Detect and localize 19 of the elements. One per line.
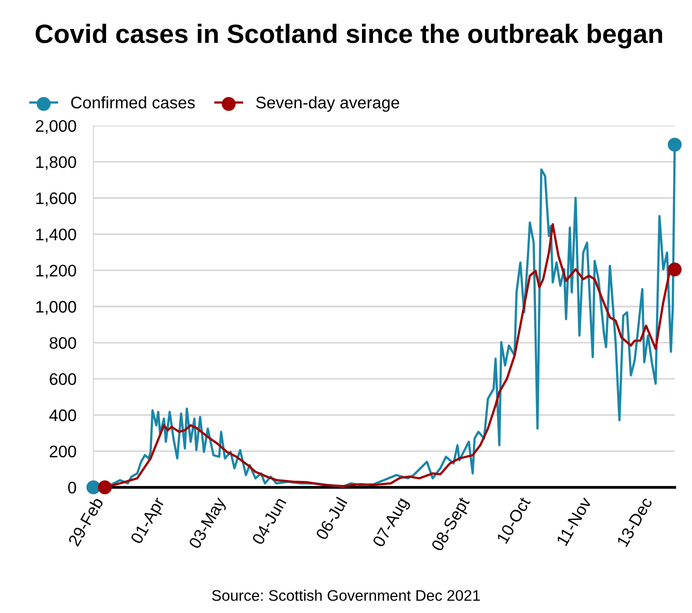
chart-title: Covid cases in Scotland since the outbreak began	[36, 24, 662, 48]
y-tick-label: 1,000	[36, 300, 76, 315]
legend-label: Confirmed cases	[71, 96, 195, 108]
y-tick-label: 1,800	[36, 156, 76, 170]
y-tick-label: 400	[49, 409, 76, 422]
y-tick-label: 1,200	[36, 264, 76, 279]
point	[668, 262, 682, 276]
y-tick-label: 1,400	[36, 228, 76, 242]
y-tick-label: 600	[50, 373, 76, 386]
point	[86, 480, 100, 494]
legend-label: Seven-day average	[256, 96, 400, 112]
y-tick-label: 0	[68, 482, 76, 494]
y-tick-label: 200	[50, 446, 76, 458]
y-tick-label: 2,000	[36, 120, 76, 134]
point	[98, 480, 112, 494]
y-tick-label: 800	[50, 337, 76, 349]
y-tick-label: 1,600	[36, 192, 76, 206]
source-note: Source: Scottish Government Dec 2021	[212, 590, 480, 601]
point	[668, 138, 682, 152]
